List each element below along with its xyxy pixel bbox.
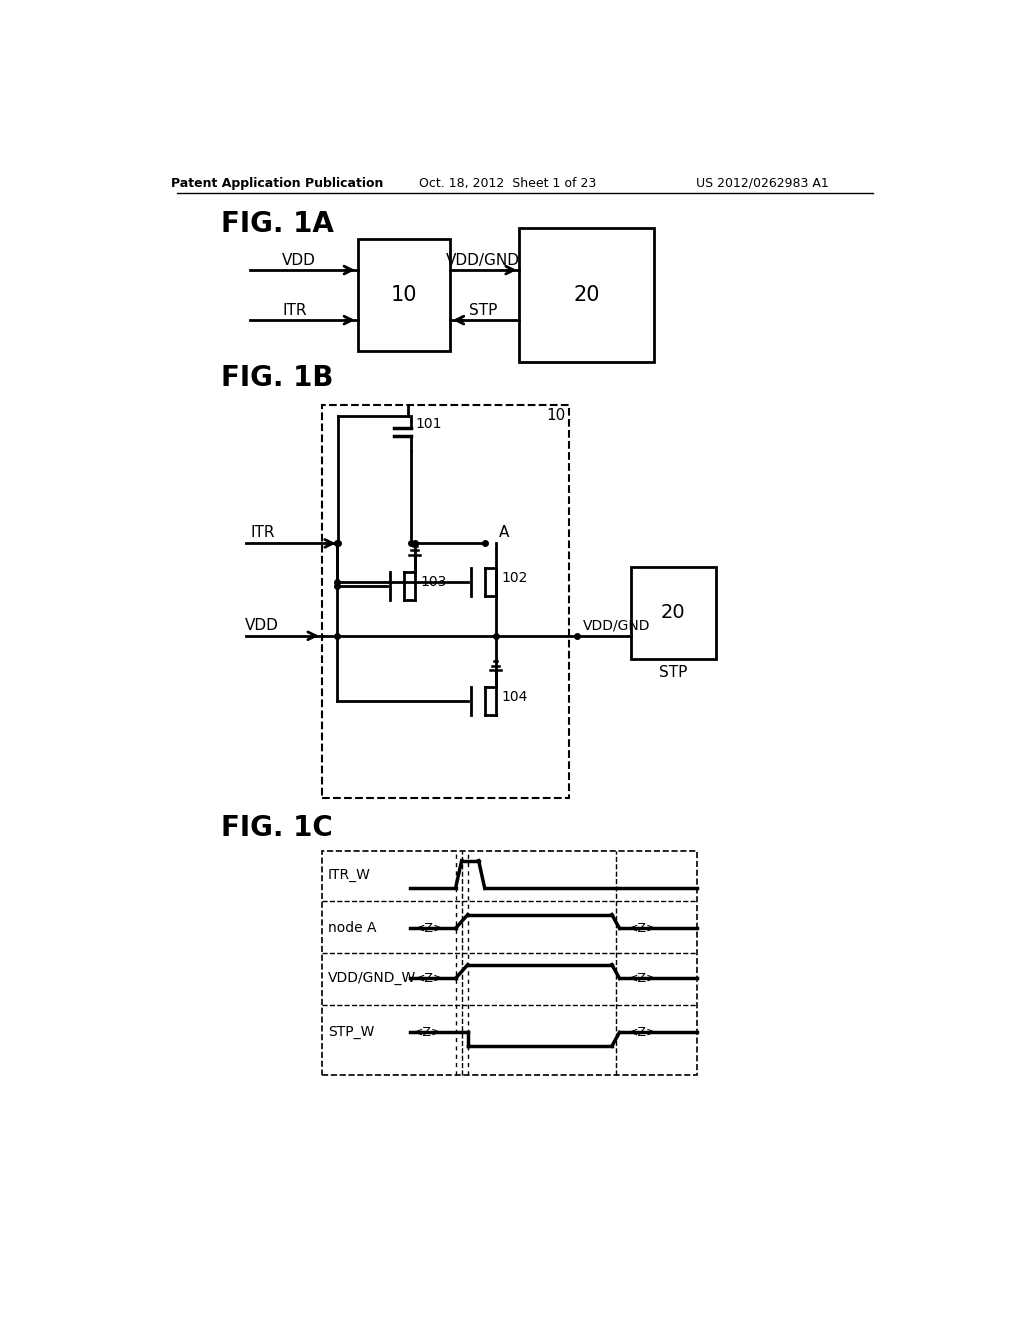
Text: VDD/GND_W: VDD/GND_W: [328, 972, 416, 986]
Text: <Z>: <Z>: [628, 1026, 657, 1039]
Text: <Z>: <Z>: [628, 921, 657, 935]
Text: 104: 104: [502, 690, 528, 705]
Text: VDD: VDD: [282, 252, 315, 268]
Text: FIG. 1B: FIG. 1B: [221, 364, 334, 392]
Text: FIG. 1A: FIG. 1A: [221, 210, 334, 238]
Text: STP: STP: [469, 302, 498, 318]
Text: US 2012/0262983 A1: US 2012/0262983 A1: [695, 177, 828, 190]
Bar: [322, 405, 569, 797]
Text: <Z>: <Z>: [415, 972, 444, 985]
Text: VDD/GND: VDD/GND: [446, 252, 520, 268]
Text: A: A: [499, 525, 509, 540]
Text: <Z>: <Z>: [628, 972, 657, 985]
Text: FIG. 1C: FIG. 1C: [221, 814, 333, 842]
Bar: [631, 566, 716, 659]
Text: 10: 10: [546, 408, 565, 424]
Text: STP_W: STP_W: [328, 1026, 374, 1039]
Text: node A: node A: [328, 921, 376, 936]
Bar: [519, 227, 654, 363]
Text: VDD: VDD: [245, 618, 279, 632]
Text: ITR: ITR: [251, 525, 275, 540]
Text: 102: 102: [502, 572, 528, 585]
Text: ITR: ITR: [283, 302, 307, 318]
Text: 103: 103: [421, 576, 447, 589]
Text: 20: 20: [662, 603, 686, 622]
Text: 20: 20: [573, 285, 600, 305]
Bar: [322, 851, 696, 1074]
Text: Patent Application Publication: Patent Application Publication: [171, 177, 383, 190]
Text: <Z>: <Z>: [415, 921, 444, 935]
Text: 101: 101: [416, 417, 442, 432]
Text: ITR_W: ITR_W: [328, 867, 371, 882]
Text: <Z>: <Z>: [413, 1026, 441, 1039]
Text: 10: 10: [391, 285, 417, 305]
Bar: [357, 239, 451, 351]
Text: Oct. 18, 2012  Sheet 1 of 23: Oct. 18, 2012 Sheet 1 of 23: [419, 177, 597, 190]
Text: STP: STP: [659, 665, 687, 680]
Text: VDD/GND: VDD/GND: [584, 618, 651, 632]
